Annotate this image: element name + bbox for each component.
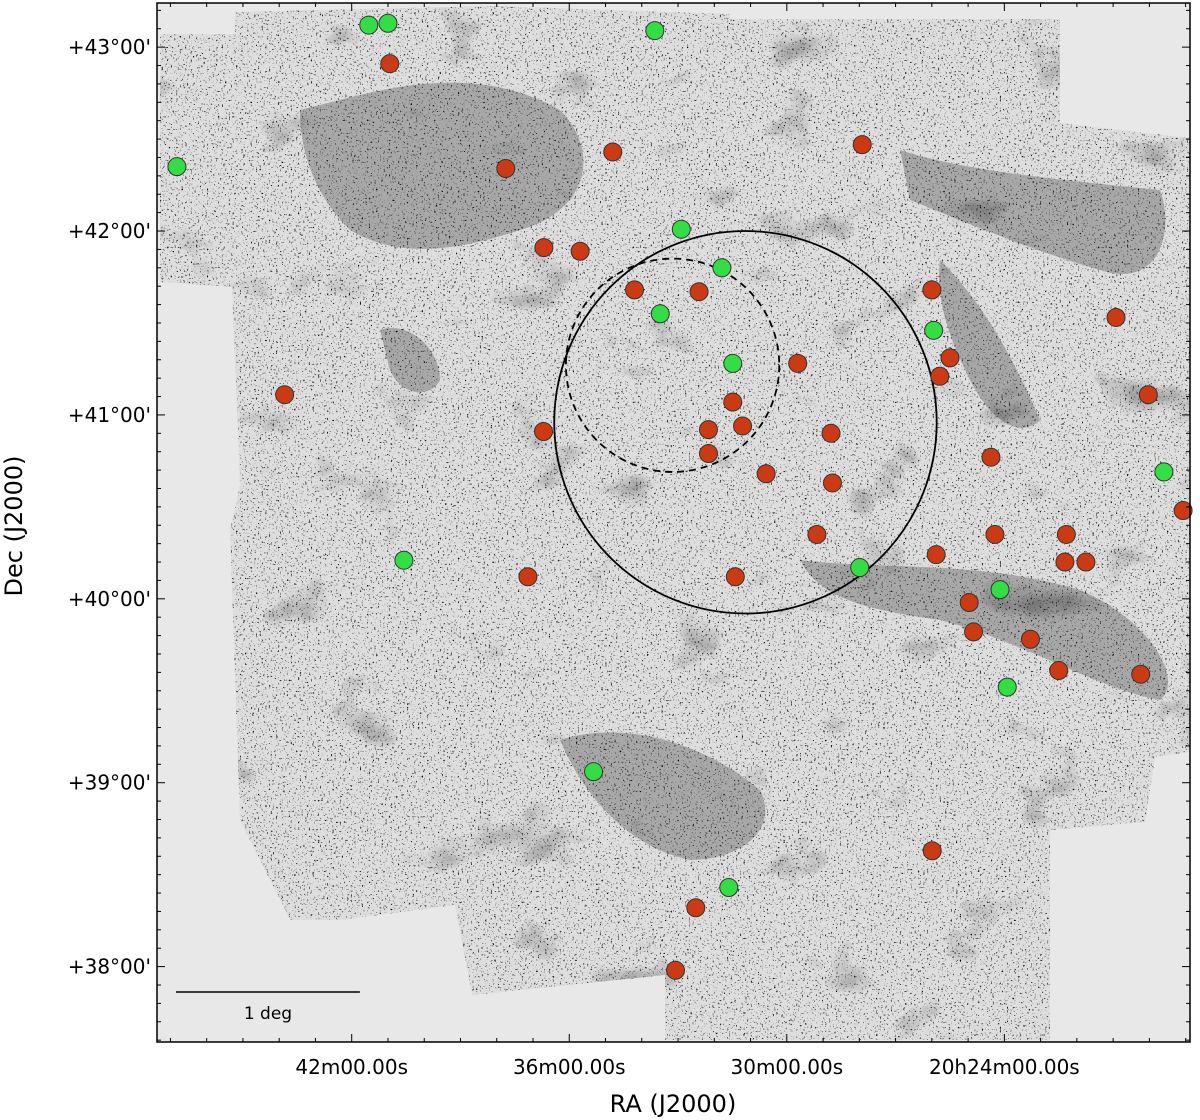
red-source-marker-32: [959, 592, 979, 612]
red-source-marker-10: [788, 353, 808, 373]
red-source-marker-16: [698, 420, 718, 440]
y-tick-label: +39°00': [68, 771, 151, 795]
green-source-marker-3: [167, 157, 187, 177]
green-source-marker-7: [924, 320, 944, 340]
red-source-marker-37: [1138, 385, 1158, 405]
red-source-marker-30: [1055, 552, 1075, 572]
red-source-marker-0: [380, 54, 400, 74]
red-source-marker-15: [723, 392, 743, 412]
red-source-marker-11: [940, 348, 960, 368]
x-axis-title: RA (J2000): [610, 1090, 737, 1118]
red-source-marker-14: [534, 421, 554, 441]
green-source-marker-1: [378, 13, 398, 33]
solid-region-circle: [553, 230, 938, 615]
red-source-marker-27: [1173, 501, 1193, 521]
red-source-marker-13: [275, 385, 295, 405]
green-source-marker-15: [719, 878, 739, 898]
green-source-marker-10: [394, 550, 414, 570]
y-tick-label: +41°00': [68, 403, 151, 427]
red-source-marker-2: [603, 142, 623, 162]
x-tick-label: 30m00.00s: [731, 1055, 844, 1079]
red-source-marker-18: [821, 423, 841, 443]
red-source-marker-40: [665, 960, 685, 980]
red-source-marker-39: [686, 898, 706, 918]
x-tick-label: 36m00.00s: [513, 1055, 626, 1079]
x-tick-label: 20h24m00.00s: [929, 1055, 1080, 1079]
red-source-marker-20: [756, 464, 776, 484]
red-source-marker-29: [725, 567, 745, 587]
green-source-marker-2: [645, 21, 665, 41]
axis-tick-labels: 42m00.00s 36m00.00s 30m00.00s 20h24m00.00s +…: [68, 35, 1080, 1079]
red-source-marker-6: [625, 280, 645, 300]
red-source-marker-31: [1076, 552, 1096, 572]
red-source-marker-3: [852, 135, 872, 155]
axis-ticks: [157, 3, 1190, 1042]
red-source-marker-24: [985, 524, 1005, 544]
red-source-marker-8: [922, 280, 942, 300]
red-source-marker-28: [518, 567, 538, 587]
red-source-marker-35: [1049, 661, 1069, 681]
green-source-marker-0: [359, 15, 379, 35]
red-source-marker-38: [922, 841, 942, 861]
green-source-marker-4: [671, 219, 691, 239]
red-source-marker-17: [733, 416, 753, 436]
red-source-marker-1: [496, 159, 516, 179]
green-source-marker-11: [850, 558, 870, 578]
nebula-image-mosaic: [160, 6, 1190, 1040]
green-source-marker-12: [990, 580, 1010, 600]
source-markers: [167, 13, 1193, 980]
y-tick-label: +38°00': [68, 955, 151, 979]
y-tick-label: +43°00': [68, 35, 151, 59]
red-source-marker-22: [981, 447, 1001, 467]
red-source-marker-19: [698, 444, 718, 464]
y-axis-title: Dec (J2000): [0, 456, 28, 597]
green-source-marker-9: [1154, 462, 1174, 482]
scale-bar: 1 deg: [176, 991, 360, 1024]
x-tick-label: 42m00.00s: [295, 1055, 408, 1079]
red-source-marker-4: [534, 238, 554, 258]
red-source-marker-23: [807, 524, 827, 544]
red-source-marker-26: [1056, 524, 1076, 544]
region-circles: [553, 230, 938, 615]
green-source-marker-5: [712, 258, 732, 278]
red-source-marker-25: [926, 545, 946, 565]
red-source-marker-34: [1020, 629, 1040, 649]
green-source-marker-14: [584, 762, 604, 782]
green-source-marker-8: [723, 353, 743, 373]
scale-bar-label: 1 deg: [244, 1004, 292, 1024]
red-source-marker-33: [964, 622, 984, 642]
y-tick-label: +40°00': [68, 587, 151, 611]
red-source-marker-21: [822, 473, 842, 493]
red-source-marker-7: [689, 282, 709, 302]
y-tick-label: +42°00': [68, 219, 151, 243]
green-source-marker-6: [650, 304, 670, 324]
red-source-marker-12: [930, 366, 950, 386]
red-source-marker-5: [570, 241, 590, 261]
red-source-marker-36: [1131, 664, 1151, 684]
dashed-region-circle: [565, 257, 781, 473]
plot-frame: [156, 2, 1191, 1043]
green-source-marker-13: [997, 677, 1017, 697]
red-source-marker-9: [1106, 307, 1126, 327]
